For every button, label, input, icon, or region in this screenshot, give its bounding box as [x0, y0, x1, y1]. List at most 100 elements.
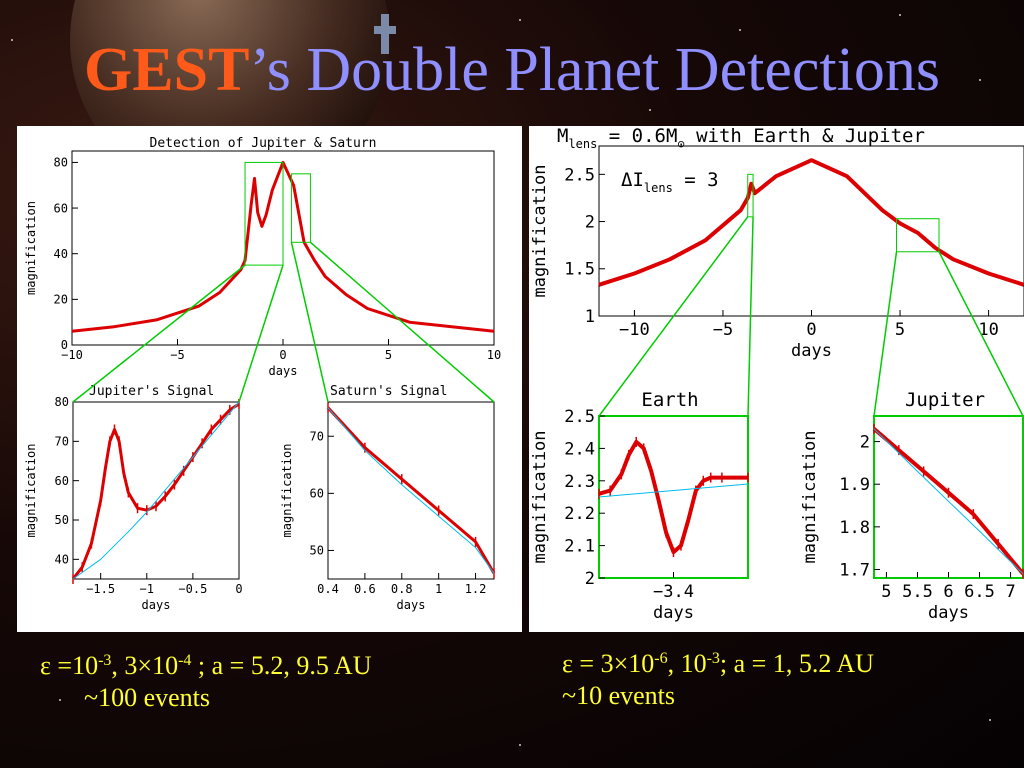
x-tick-label: 5.5	[902, 582, 933, 602]
y-tick-label: 70	[310, 429, 324, 443]
chart-title: Jupiter	[905, 389, 985, 411]
y-tick-label: 1.7	[839, 560, 870, 580]
x-tick-label: −1.5	[86, 582, 115, 596]
zoom-connector	[873, 251, 898, 417]
zoom-box	[896, 218, 940, 253]
y-tick-label: 2.3	[564, 472, 595, 492]
x-axis-label: days	[791, 341, 832, 361]
chart-jupiter-saturn-main: −10 −5 0 5 10 0 20 40 60 80 days magnification Detec…	[24, 136, 501, 378]
x-tick-label: −0.5	[178, 582, 207, 596]
title-gest: GEST	[84, 36, 250, 104]
zoom-box	[244, 161, 284, 266]
x-axis-label: days	[397, 598, 426, 612]
y-tick-label: 40	[55, 553, 69, 567]
y-axis-label: magnification	[530, 430, 550, 563]
zoom-box	[747, 173, 754, 218]
x-tick-label: 5	[385, 348, 392, 362]
y-tick-label: 60	[310, 487, 324, 501]
x-tick-label: 0.8	[391, 582, 413, 596]
zoom-connector	[238, 264, 284, 403]
x-tick-label: 0	[279, 348, 286, 362]
y-tick-label: 50	[55, 513, 69, 527]
y-tick-label: 1	[585, 307, 595, 327]
plot-frame	[72, 401, 240, 580]
x-tick-label: 6.5	[964, 582, 995, 602]
x-tick-label: 10	[978, 320, 998, 340]
zoom-connectors-left	[72, 241, 495, 403]
x-tick-label: 0	[235, 582, 242, 596]
data-curve	[598, 158, 1024, 287]
y-tick-label: 50	[310, 544, 324, 558]
y-tick-label: 70	[55, 435, 69, 449]
zoom-connector	[598, 216, 749, 417]
chart-title: Earth	[641, 389, 698, 411]
data-curve	[326, 406, 496, 575]
y-tick-label: 40	[54, 247, 68, 261]
model-curve	[873, 428, 1024, 575]
x-axis-label: days	[653, 603, 694, 623]
satellite-illustration	[374, 14, 396, 54]
chart-title: Saturn's Signal	[330, 384, 447, 399]
x-tick-label: 0.6	[354, 582, 376, 596]
x-axis-label: days	[142, 598, 171, 612]
caption-left-events: ~100 events	[84, 683, 210, 712]
data-curve	[71, 160, 495, 333]
caption-right-params: ε = 3×10-6, 10-3; a = 1, 5.2 AU	[562, 649, 874, 678]
x-tick-label: 5	[881, 582, 891, 602]
chart-earth-signal: −3.4 2 2.1 2.2 2.3 2.4 2.5 days magnification Ear…	[530, 389, 749, 623]
y-tick-label: 2.5	[564, 407, 595, 427]
y-tick-label: 20	[54, 293, 68, 307]
y-tick-label: 60	[55, 474, 69, 488]
y-axis-label: magnification	[530, 164, 550, 297]
caption-right: ε = 3×10-6, 10-3; a = 1, 5.2 AU ~10 even…	[562, 648, 874, 712]
stars	[11, 14, 991, 746]
delta-i-annotation: ΔIlens = 3	[621, 169, 719, 195]
y-tick-label: 2.2	[564, 504, 595, 524]
plot-frame	[598, 145, 1024, 317]
y-tick-label: 2	[585, 569, 595, 589]
chart-title: Detection of Jupiter & Saturn	[150, 136, 377, 151]
x-tick-label: −10	[61, 348, 83, 362]
y-tick-label: 1.5	[564, 260, 595, 280]
x-tick-label: 6	[943, 582, 953, 602]
zoom-connector	[309, 241, 495, 403]
title-rest: ’s Double Planet Detections	[249, 36, 940, 104]
zoom-connector	[72, 264, 246, 403]
chart-earth-jupiter-main: −10 −5 0 5 10 1 1.5 2 2.5 days magnification	[530, 145, 1024, 361]
right-figure-panel: −10 −5 0 5 10 1 1.5 2 2.5 days magnification −3.4 2…	[529, 126, 1024, 632]
y-tick-label: 2.4	[564, 439, 595, 459]
zoom-connectors-right	[598, 216, 1024, 417]
chart-jupiter-signal: −1.5 −1 −0.5 0 40 50 60 70 80 days magnification Ju…	[24, 384, 243, 612]
y-tick-label: 1.8	[839, 518, 870, 538]
left-figure-panel: −10 −5 0 5 10 0 20 40 60 80 days magnification Detec…	[17, 126, 522, 632]
zoom-connector	[747, 216, 754, 417]
zoom-box	[290, 173, 311, 243]
x-tick-label: −5	[713, 320, 733, 340]
x-tick-label: 7	[1005, 582, 1015, 602]
caption-left: ε =10-3, 3×10-4 ; a = 5.2, 9.5 AU ~100 e…	[40, 650, 371, 714]
y-axis-label: magnification	[280, 444, 294, 538]
y-tick-label: 2.5	[564, 165, 595, 185]
plot-frame	[327, 401, 495, 580]
right-main-title: Mlens = 0.6M⊙ with Earth & Jupiter	[557, 126, 925, 151]
chart-saturn-signal: 0.4 0.6 0.8 1 1.2 50 60 70 days magnification Satu…	[280, 384, 496, 612]
y-tick-label: 2	[585, 213, 595, 233]
y-axis-label: magnification	[800, 430, 820, 563]
x-tick-label: 10	[487, 348, 501, 362]
data-curve	[598, 439, 748, 555]
x-tick-label: −1	[140, 582, 154, 596]
y-tick-label: 80	[55, 395, 69, 409]
x-tick-label: −3.4	[653, 582, 694, 602]
x-axis-label: days	[928, 603, 969, 623]
y-axis-label: magnification	[24, 201, 38, 295]
y-tick-label: 0	[61, 338, 68, 352]
model-curve	[327, 407, 495, 574]
x-tick-label: 5	[895, 320, 905, 340]
x-tick-label: 1	[435, 582, 442, 596]
y-tick-label: 1.9	[839, 475, 870, 495]
zoom-connector	[290, 242, 329, 403]
y-tick-label: 2	[860, 433, 870, 453]
y-tick-label: 2.1	[564, 537, 595, 557]
caption-right-events: ~10 events	[562, 681, 675, 710]
x-tick-label: −10	[619, 320, 650, 340]
